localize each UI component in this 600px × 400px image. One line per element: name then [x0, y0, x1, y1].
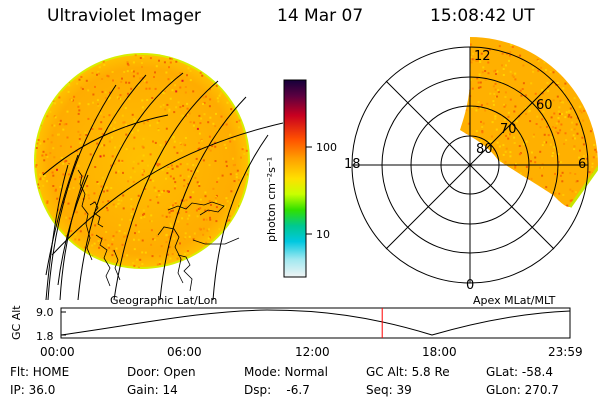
- mlt-label-12: 12: [474, 49, 491, 64]
- dsp-value: Dsp: -6.7: [244, 383, 310, 397]
- colorbar-tick-10: 10: [316, 228, 330, 241]
- mlt-label-00: 0: [466, 278, 474, 293]
- alt-xtick-4: 23:59: [548, 345, 583, 359]
- altitude-curve: [60, 309, 571, 336]
- alt-xtick-0: 00:00: [40, 345, 75, 359]
- colorbar-scale: [283, 79, 307, 278]
- colorbar: 100 10 photon cm⁻²s⁻¹: [265, 79, 337, 278]
- polar-plot: 12 18 6 0 80 70 60: [344, 37, 598, 293]
- altitude-frame: [60, 307, 571, 339]
- mlat-label-60: 60: [536, 98, 553, 113]
- mlt-label-18: 18: [344, 157, 361, 172]
- geographic-caption: Geographic Lat/Lon: [110, 294, 218, 307]
- flight-status: Flt: HOME: [10, 365, 70, 379]
- mlat-label-70: 70: [500, 122, 517, 137]
- lat-lon-grid: [42, 72, 283, 300]
- mlt-label-06: 6: [578, 157, 586, 172]
- altitude-plot: 9.0 1.8 GC Alt 00:00 06:00 12:00 18:00 2…: [10, 305, 583, 359]
- mode-status: Mode: Normal: [244, 365, 328, 379]
- polar-grid: [351, 46, 589, 284]
- alt-xtick-1: 06:00: [167, 345, 202, 359]
- gc-altitude: GC Alt: 5.8 Re: [366, 365, 450, 379]
- instrument-title: Ultraviolet Imager: [47, 6, 201, 26]
- alt-ytick-9: 9.0: [36, 306, 54, 319]
- observation-date: 14 Mar 07: [277, 6, 364, 26]
- alt-ytick-1-8: 1.8: [36, 330, 54, 343]
- mlat-label-80: 80: [476, 142, 493, 157]
- geo-longitude: GLon: 270.7: [486, 383, 559, 397]
- alt-xtick-2: 12:00: [295, 345, 330, 359]
- door-status: Door: Open: [127, 365, 196, 379]
- colorbar-tick-100: 100: [316, 141, 337, 154]
- observation-time: 15:08:42 UT: [430, 6, 535, 26]
- geographic-image: [34, 53, 283, 300]
- colorbar-unit-label: photon cm⁻²s⁻¹: [265, 157, 278, 242]
- alt-ylabel: GC Alt: [10, 305, 23, 340]
- gain-value: Gain: 14: [127, 383, 178, 397]
- coastlines: [77, 169, 240, 292]
- alt-xtick-3: 18:00: [422, 345, 457, 359]
- sequence-number: Seq: 39: [366, 383, 412, 397]
- apex-caption: Apex MLat/MLT: [473, 294, 556, 307]
- geo-latitude: GLat: -58.4: [486, 365, 553, 379]
- ip-value: IP: 36.0: [10, 383, 56, 397]
